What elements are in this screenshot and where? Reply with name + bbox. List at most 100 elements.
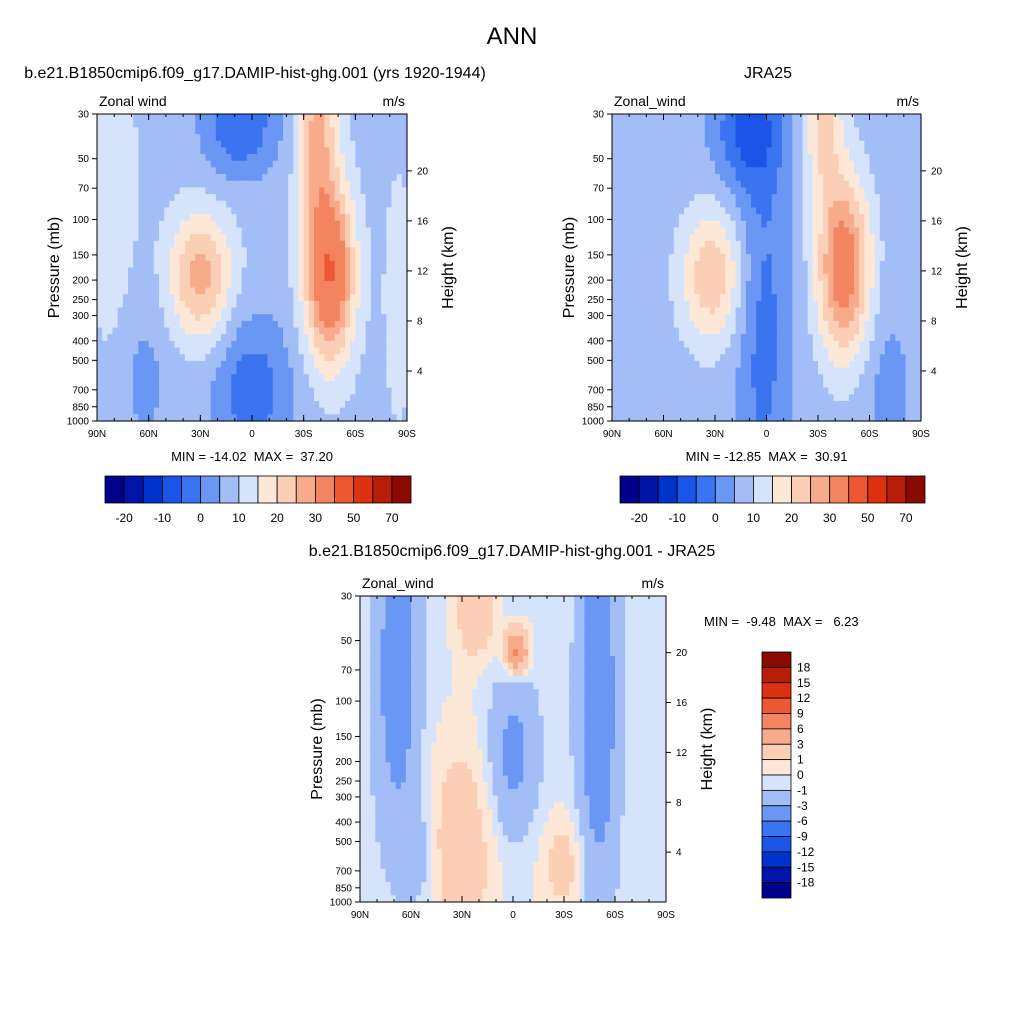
contour-cell xyxy=(684,294,690,301)
contour-cell xyxy=(288,408,294,415)
contour-cell xyxy=(133,201,139,208)
contour-cell xyxy=(366,294,372,301)
contour-cell xyxy=(371,288,377,295)
contour-cell xyxy=(906,174,912,181)
contour-cell xyxy=(870,127,876,134)
contour-cell xyxy=(622,254,628,261)
contour-cell xyxy=(906,234,912,241)
contour-cell xyxy=(710,328,716,335)
contour-cell xyxy=(268,154,274,161)
contour-cell xyxy=(818,201,824,208)
contour-cell xyxy=(741,268,747,275)
contour-cell xyxy=(175,181,181,188)
contour-cell xyxy=(200,201,206,208)
contour-cell xyxy=(113,181,119,188)
contour-cell xyxy=(164,127,170,134)
contour-cell xyxy=(314,294,320,301)
contour-cell xyxy=(97,408,103,415)
contour-cell xyxy=(216,368,222,375)
contour-cell xyxy=(694,294,700,301)
contour-cell xyxy=(319,301,325,308)
contour-cell xyxy=(293,268,299,275)
contour-cell xyxy=(345,167,351,174)
contour-cell xyxy=(149,408,155,415)
contour-cell xyxy=(195,121,201,128)
contour-cell xyxy=(262,361,268,368)
contour-cell xyxy=(175,334,181,341)
contour-cell xyxy=(97,194,103,201)
contour-cell xyxy=(653,321,659,328)
contour-cell xyxy=(340,141,346,148)
contour-cell xyxy=(237,288,243,295)
contour-cell xyxy=(689,341,695,348)
contour-cell xyxy=(355,194,361,201)
contour-cell xyxy=(875,214,881,221)
contour-cell xyxy=(268,201,274,208)
contour-cell xyxy=(392,247,398,254)
contour-cell xyxy=(900,201,906,208)
contour-cell xyxy=(839,274,845,281)
contour-cell xyxy=(262,227,268,234)
contour-cell xyxy=(875,234,881,241)
contour-cell xyxy=(849,274,855,281)
contour-cell xyxy=(844,134,850,141)
contour-cell xyxy=(138,121,144,128)
contour-cell xyxy=(97,354,103,361)
contour-cell xyxy=(782,121,788,128)
contour-cell xyxy=(247,288,253,295)
contour-cell xyxy=(216,361,222,368)
contour-cell xyxy=(854,241,860,248)
contour-cell xyxy=(736,174,742,181)
contour-cell xyxy=(128,268,134,275)
contour-cell xyxy=(190,348,196,355)
colorbar-swatch xyxy=(335,476,354,503)
contour-cell xyxy=(154,274,160,281)
contour-cell xyxy=(335,308,341,315)
contour-cell xyxy=(397,134,403,141)
contour-cell xyxy=(705,201,711,208)
contour-cell xyxy=(242,354,248,361)
contour-cell xyxy=(741,234,747,241)
contour-cell xyxy=(169,187,175,194)
contour-cell xyxy=(653,121,659,128)
contour-cell xyxy=(330,174,336,181)
contour-cell xyxy=(324,141,330,148)
contour-cell xyxy=(319,274,325,281)
contour-cell xyxy=(844,268,850,275)
contour-cell xyxy=(144,121,150,128)
contour-cell xyxy=(839,181,845,188)
contour-cell xyxy=(787,207,793,214)
contour-cell xyxy=(262,281,268,288)
contour-cell xyxy=(185,328,191,335)
contour-cell xyxy=(756,161,762,168)
contour-cell xyxy=(674,127,680,134)
contour-cell xyxy=(149,201,155,208)
contour-cell xyxy=(138,241,144,248)
contour-cell xyxy=(293,261,299,268)
contour-cell xyxy=(304,288,310,295)
contour-cell xyxy=(185,154,191,161)
contour-cell xyxy=(138,254,144,261)
contour-cell xyxy=(299,394,305,401)
contour-cell xyxy=(288,388,294,395)
contour-cell xyxy=(314,141,320,148)
contour-cell xyxy=(216,194,222,201)
contour-cell xyxy=(278,227,284,234)
contour-cell xyxy=(392,207,398,214)
contour-cell xyxy=(185,308,191,315)
contour-cell xyxy=(664,281,670,288)
contour-cell xyxy=(345,348,351,355)
contour-cell xyxy=(617,174,623,181)
contour-cell xyxy=(299,207,305,214)
contour-cell xyxy=(694,201,700,208)
contour-cell xyxy=(283,388,289,395)
contour-cell xyxy=(803,134,809,141)
contour-cell xyxy=(107,288,113,295)
contour-cell xyxy=(164,294,170,301)
contour-cell xyxy=(247,381,253,388)
contour-cell xyxy=(216,241,222,248)
contour-cell xyxy=(138,401,144,408)
contour-cell xyxy=(118,114,124,121)
contour-cell xyxy=(164,147,170,154)
contour-cell xyxy=(247,328,253,335)
